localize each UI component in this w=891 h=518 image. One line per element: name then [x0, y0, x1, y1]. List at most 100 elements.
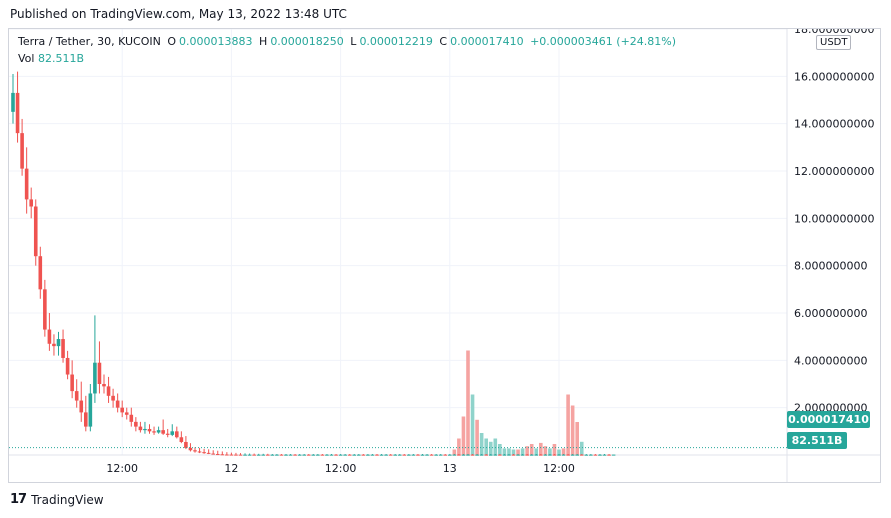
candle-body [124, 412, 129, 415]
candle-body [61, 339, 65, 358]
volume-bar [552, 444, 557, 455]
y-tick-label: 14.000000000 [794, 118, 874, 131]
volume-bar [511, 449, 516, 455]
candle-body [70, 374, 74, 392]
candle-body [479, 454, 484, 456]
candle-body [88, 393, 93, 427]
candle-body [325, 454, 329, 456]
close-value: 0.000017410 [450, 35, 524, 48]
candle-body [488, 454, 493, 456]
candle-body [388, 454, 393, 456]
candle-body [175, 431, 179, 438]
candle-body [475, 454, 479, 456]
candle-body [20, 133, 24, 169]
candle-body [379, 454, 384, 456]
candle-layer [11, 71, 616, 456]
y-tick-label: 6.000000000 [794, 307, 867, 320]
candle-body [284, 454, 288, 456]
volume-bar [452, 449, 457, 455]
candle-body [197, 451, 202, 453]
candle-body [366, 454, 370, 456]
candle-body [74, 391, 79, 401]
volume-legend: Vol 82.511B [18, 52, 84, 65]
candle-body [184, 441, 188, 448]
volume-bar [498, 444, 502, 455]
high-label: H [259, 35, 268, 48]
candle-body [270, 454, 275, 456]
x-tick-label: 13 [443, 462, 457, 475]
candle-body [234, 454, 238, 456]
candle-body [384, 454, 388, 456]
candle-body [52, 343, 56, 347]
candle-body [443, 454, 448, 456]
candle-body [334, 454, 338, 456]
volume-tag: 82.511B [787, 432, 847, 449]
candle-body [338, 454, 343, 456]
candle-body [79, 400, 84, 413]
candle-body [516, 454, 520, 456]
volume-bar [566, 394, 570, 455]
candle-body [11, 92, 15, 112]
price-axis[interactable]: 2.0000000004.0000000006.0000000008.00000… [794, 29, 874, 415]
candle-body [570, 454, 575, 456]
candlestick-chart[interactable]: 2.0000000004.0000000006.0000000008.00000… [9, 29, 880, 482]
grid-layer [9, 29, 880, 482]
volume-bar [529, 444, 534, 455]
candle-body [566, 454, 570, 456]
candle-body [402, 454, 407, 456]
volume-bar [579, 441, 584, 455]
volume-bar [475, 419, 479, 455]
candle-body [143, 428, 147, 431]
candle-body [306, 454, 311, 456]
candle-body [557, 454, 561, 456]
candle-body [238, 454, 243, 456]
candle-body [457, 454, 461, 456]
candle-body [320, 454, 325, 456]
candle-body [347, 454, 352, 456]
volume-bar [561, 448, 566, 455]
tradingview-logo[interactable]: 17 TradingView [10, 492, 104, 507]
candle-body [357, 454, 361, 456]
logo-mark-icon: 17 [10, 492, 27, 507]
symbol-label[interactable]: Terra / Tether, 30, KUCOIN [18, 35, 161, 48]
candle-body [43, 289, 47, 330]
candle-body [584, 454, 589, 456]
candle-body [111, 395, 115, 401]
candle-body [211, 453, 215, 455]
chart-frame[interactable]: 2.000000000 4.000000000 6.000000000 8.00000… [8, 28, 881, 483]
candle-body [243, 454, 247, 456]
volume-bar [470, 394, 475, 455]
candle-body [84, 412, 88, 427]
candle-body [507, 454, 511, 456]
currency-badge[interactable]: USDT [816, 35, 852, 50]
candle-body [452, 454, 457, 456]
low-label: L [350, 35, 357, 48]
candle-body [29, 199, 33, 207]
published-caption: Published on TradingView.com, May 13, 20… [10, 7, 347, 21]
candle-body [106, 386, 111, 396]
volume-bar [466, 350, 470, 455]
candle-body [375, 454, 379, 456]
candle-body [438, 454, 443, 456]
candle-body [97, 362, 102, 384]
candle-body [534, 454, 539, 456]
candle-body [152, 431, 156, 433]
candle-body [548, 454, 552, 456]
low-value: 0.000012219 [359, 35, 433, 48]
high-value: 0.000018250 [270, 35, 344, 48]
volume-bar [570, 405, 575, 455]
time-axis[interactable]: 12:00 12 12:00 13 12:00 [106, 462, 575, 475]
candle-body [343, 454, 347, 456]
chart-legend: Terra / Tether, 30, KUCOIN O 0.000013883 … [18, 35, 679, 48]
y-tick-label: 10.000000000 [794, 212, 874, 225]
candle-body [188, 447, 193, 451]
candle-body [275, 454, 279, 456]
candle-body [297, 454, 302, 456]
candle-body [256, 454, 261, 456]
volume-label: Vol [18, 52, 35, 65]
candle-body [161, 430, 165, 434]
candle-body [165, 433, 170, 435]
candle-body [448, 454, 452, 456]
volume-bar [525, 446, 529, 455]
candle-body [575, 454, 579, 456]
